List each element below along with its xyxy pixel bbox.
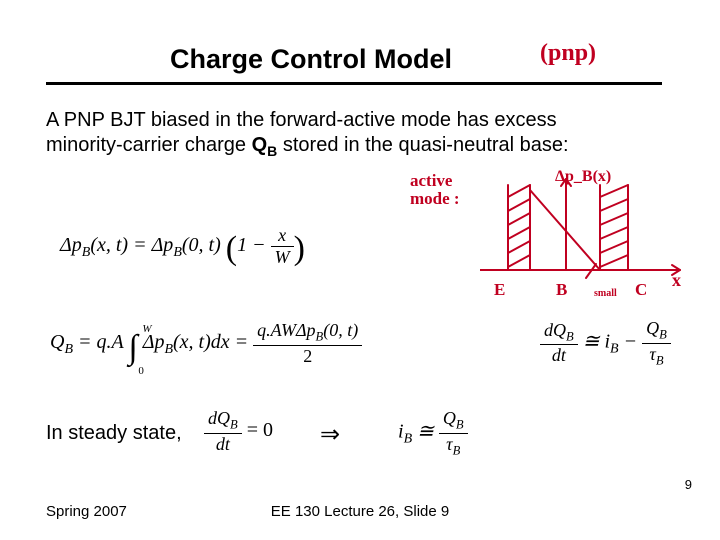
eqqb-B: B (64, 342, 73, 357)
steady2-den: τB (439, 434, 468, 459)
region-label-collector: C (635, 280, 647, 300)
dqdt-rhs-frac: QB τB (642, 318, 671, 368)
dqdt-ib-sub: B (610, 342, 619, 357)
hw-active-l1: active (410, 171, 452, 190)
dqdt-lhs-frac: dQB dt (540, 320, 578, 367)
eq1-one-minus: 1 − (237, 234, 266, 256)
steady1-num: dQB (204, 408, 242, 434)
eqqb-den: 2 (253, 346, 362, 367)
dqdt-minus: − (619, 331, 643, 353)
implies-arrow: ⇒ (320, 420, 340, 449)
x-axis-label: x (672, 270, 681, 291)
eqqb-args: (x, t)dx = (173, 331, 253, 353)
integral-symbol: ∫ W 0 (128, 329, 137, 367)
eqqb-num-b: (0, t) (323, 320, 358, 340)
steady2-num: QB (439, 408, 468, 434)
dqdt-approx: ≅ i (578, 331, 610, 353)
steady1-den: dt (204, 434, 242, 455)
dqdt-r-den-sub: B (656, 353, 664, 367)
steady1-frac: dQB dt (204, 408, 242, 455)
steady2-frac: QB τB (439, 408, 468, 458)
int-upper: W (142, 323, 151, 335)
equation-qb-integral: QB = q.A ∫ W 0 ΔpB(x, t)dx = q.AWΔpB(0, … (50, 320, 430, 390)
dqdt-r-num: QB (642, 318, 671, 344)
handwritten-small-label: small (594, 288, 617, 299)
eqqb-Q: Q (50, 331, 64, 353)
steady2-den-sub: B (453, 443, 461, 457)
band-diagram-sketch (480, 175, 690, 295)
eqqb-num-a: q.AWΔp (257, 320, 315, 340)
eqqb-fraction: q.AWΔpB(0, t) 2 (253, 320, 362, 367)
dqdt-num-a: dQ (544, 320, 566, 340)
dqdt-num: dQB (540, 320, 578, 346)
qb-B: B (267, 143, 277, 159)
equation-steady-ib: iB ≅ QB τB (398, 408, 508, 456)
dqdt-num-sub: B (566, 329, 574, 343)
equation-steady-zero: dQB dt = 0 (204, 408, 304, 456)
eq1-paren-close: ) (294, 230, 305, 267)
dqdt-den: dt (540, 345, 578, 366)
eqqb-qa: = q.A (73, 331, 123, 353)
eq1-mid2: (0, t) (182, 234, 221, 256)
footer-lecture-info: EE 130 Lecture 26, Slide 9 (0, 503, 720, 520)
equation-delta-pb: ΔpB(x, t) = ΔpB(0, t) (1 − x W ) (60, 225, 305, 268)
hw-active-l2: mode : (410, 189, 460, 208)
eq1-fraction: x W (271, 225, 294, 268)
steady1-num-sub: B (230, 418, 238, 432)
eq1-lhs: Δp (60, 234, 82, 256)
eq1-mid1-sub: B (173, 245, 182, 260)
steady-state-label: In steady state, (46, 422, 182, 445)
eqqb-dpb-sub: B (164, 342, 173, 357)
body-line-2c: stored in the quasi-neutral base: (277, 134, 568, 156)
eq1-paren-open: ( (226, 230, 237, 267)
handwritten-active-mode: active mode : (410, 172, 460, 208)
eq1-mid1: (x, t) = Δp (90, 234, 173, 256)
handwritten-pnp-annotation: (pnp) (540, 40, 596, 67)
eqqb-frac-num: q.AWΔpB(0, t) (253, 320, 362, 346)
steady2-approx: ≅ (412, 421, 439, 443)
slide-title: Charge Control Model (170, 44, 452, 75)
steady1-num-a: dQ (208, 408, 230, 428)
eq1-frac-num: x (271, 225, 294, 247)
steady2-num-a: Q (443, 408, 456, 428)
dqdt-r-num-sub: B (659, 328, 667, 342)
steady1-eq0: = 0 (242, 419, 273, 441)
page-number: 9 (685, 477, 692, 492)
eq1-frac-den: W (271, 247, 294, 268)
steady2-ib-sub: B (404, 432, 413, 447)
dqdt-r-den: τB (642, 344, 671, 369)
qb-Q: Q (252, 134, 268, 156)
int-lower: 0 (138, 365, 144, 377)
body-text: A PNP BJT biased in the forward-active m… (46, 108, 700, 161)
steady2-num-sub: B (456, 418, 464, 432)
region-label-emitter: E (494, 280, 505, 300)
dqdt-r-num-a: Q (646, 318, 659, 338)
body-line-2a: minority-carrier charge (46, 134, 252, 156)
equation-dqb-dt: dQB dt ≅ iB − QB τB (540, 318, 700, 373)
title-underline (46, 82, 662, 85)
slide: Charge Control Model (pnp) A PNP BJT bia… (0, 0, 720, 540)
region-label-base: B (556, 280, 567, 300)
body-line-1: A PNP BJT biased in the forward-active m… (46, 109, 557, 131)
